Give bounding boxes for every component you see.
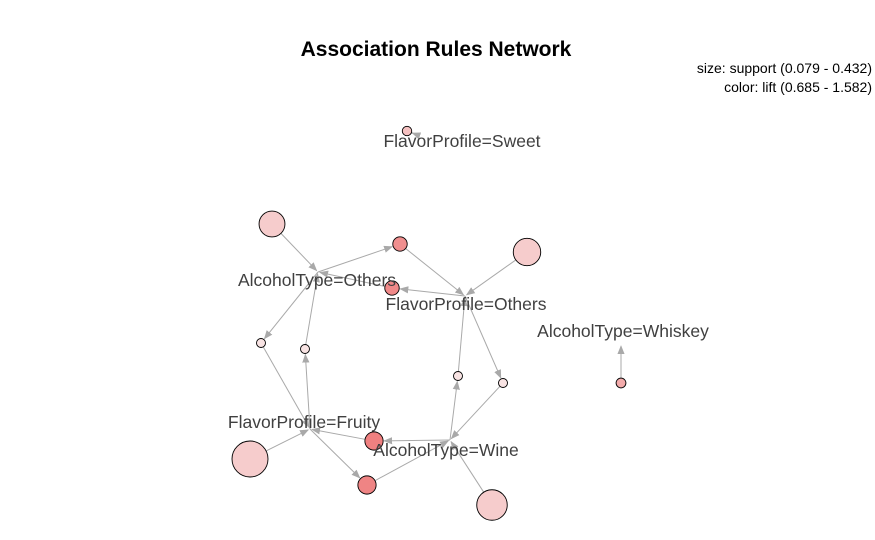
rule-nodes-layer (231, 125, 627, 521)
edge-flav_others-to-r3 (399, 286, 466, 297)
edge-r9-to-wine (374, 440, 450, 482)
graph-title: Association Rules Network (301, 38, 572, 61)
edge-r6-to-flav_others (457, 297, 468, 372)
rule-node-r12[interactable] (231, 440, 269, 478)
rule-node-r13[interactable] (476, 489, 508, 521)
item-label-whiskey: AlcoholType=Whiskey (537, 321, 709, 341)
legend-size: size: support (0.079 - 0.432) (697, 60, 872, 76)
rule-node-r1[interactable] (401, 125, 413, 137)
item-label-fruity: FlavorProfile=Fruity (228, 412, 380, 432)
edge-wine-to-r8 (383, 437, 451, 445)
rule-node-r7[interactable] (498, 378, 508, 388)
rule-node-r2[interactable] (392, 236, 408, 252)
item-label-wine: AlcoholType=Wine (373, 440, 518, 460)
item-label-alc-others: AlcoholType=Others (238, 270, 396, 290)
edge-r13-to-wine (450, 440, 485, 493)
rule-node-r5[interactable] (256, 338, 266, 348)
edge-r8-to-fruity (311, 427, 366, 440)
edge-fruity-to-r9 (309, 428, 361, 479)
edge-alc_others-to-r2 (317, 245, 394, 273)
edge-alc_others-to-r5 (263, 271, 319, 340)
edge-r4-to-alc_others (305, 273, 320, 345)
edge-wine-to-r6 (449, 380, 460, 441)
legend-color: color: lift (0.685 - 1.582) (724, 79, 872, 95)
rule-node-r8[interactable] (364, 431, 384, 451)
edge-r5-to-fruity (262, 346, 310, 429)
edge-r7-to-wine (450, 385, 501, 440)
item-label-flav-others: FlavorProfile=Others (386, 294, 547, 314)
rule-node-r11[interactable] (512, 237, 542, 267)
rule-node-r4[interactable] (300, 344, 310, 354)
rule-node-r14[interactable] (615, 377, 627, 389)
edge-r2-to-flav_others (405, 248, 465, 296)
edge-r10-to-alc_others (280, 233, 318, 272)
edge-fruity-to-r4 (302, 353, 311, 430)
edges-layer (262, 127, 625, 493)
item-label-sweet: FlavorProfile=Sweet (383, 131, 540, 151)
rule-node-r10[interactable] (258, 210, 286, 238)
rule-node-r3[interactable] (384, 280, 400, 296)
edge-r11-to-flav_others (465, 259, 517, 296)
rule-node-r9[interactable] (357, 475, 377, 495)
edge-flav_others-to-r7 (464, 295, 502, 379)
edge-r3-to-alc_others (319, 270, 386, 287)
rule-node-r6[interactable] (453, 371, 463, 381)
edge-r12-to-fruity (265, 429, 310, 452)
item-labels-layer: FlavorProfile=Sweet AlcoholType=Others Fla… (228, 131, 709, 460)
